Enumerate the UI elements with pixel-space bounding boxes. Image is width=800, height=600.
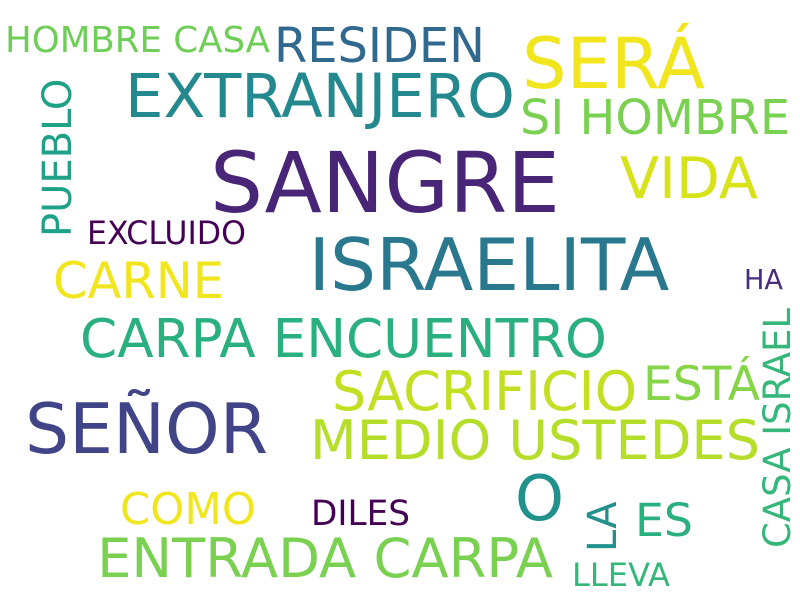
word-es: ES [635, 492, 693, 547]
word-pueblo: PUEBLO [35, 78, 81, 237]
word-lleva: LLEVA [572, 556, 670, 595]
word-casa-israel: CASA ISRAEL [756, 308, 800, 548]
word-excluido: EXCLUIDO [87, 216, 246, 253]
word-vida: VIDA [620, 145, 758, 212]
word-israelita: ISRAELITA [308, 224, 670, 309]
word-o: O [515, 461, 564, 535]
word-extranjero: EXTRANJERO [125, 61, 515, 133]
word-residen: RESIDEN [273, 19, 486, 75]
word-entrada-carpa: ENTRADA CARPA [97, 526, 553, 590]
word-hombre-casa: HOMBRE CASA [4, 19, 271, 61]
word-sera: SERÁ [522, 22, 705, 105]
word-carpa-encuentro: CARPA ENCUENTRO [80, 308, 607, 371]
word-esta: ESTÁ [642, 356, 760, 412]
word-senor: SEÑOR [25, 388, 268, 470]
word-sacrificio: SACRIFICIO [331, 360, 637, 424]
word-la: LA [580, 501, 626, 552]
word-carne: CARNE [52, 251, 224, 310]
word-como: COMO [120, 484, 256, 535]
word-diles: DILES [311, 493, 410, 534]
word-si-hombre: SI HOMBRE [519, 90, 790, 146]
word-sangre: SANGRE [210, 134, 560, 233]
word-ha: HA [744, 264, 783, 296]
word-medio-ustedes: MEDIO USTEDES [310, 409, 760, 473]
